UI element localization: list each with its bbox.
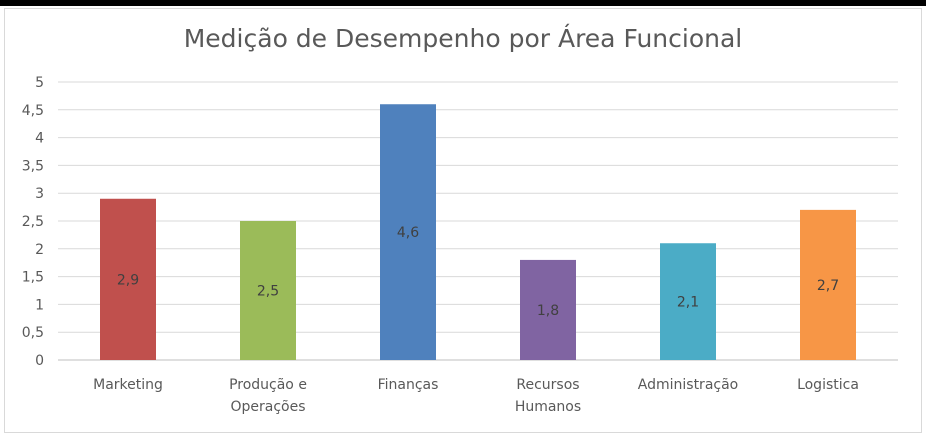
category-label: Recursos bbox=[516, 377, 579, 393]
bar bbox=[660, 243, 716, 360]
bar bbox=[380, 104, 436, 361]
bar bbox=[240, 221, 296, 360]
y-tick-label: 3,5 bbox=[22, 158, 44, 174]
category-label: Finanças bbox=[378, 377, 439, 393]
y-tick-label: 0 bbox=[35, 353, 44, 369]
category-label: Humanos bbox=[515, 399, 581, 415]
category-label: Logistica bbox=[797, 377, 859, 393]
top-rule bbox=[0, 0, 926, 6]
y-tick-label: 0,5 bbox=[22, 325, 44, 341]
y-tick-label: 5 bbox=[35, 75, 44, 91]
data-label: 1,8 bbox=[537, 303, 559, 319]
data-label: 2,7 bbox=[817, 278, 839, 294]
y-tick-label: 4 bbox=[35, 131, 44, 147]
chart-title: Medição de Desempenho por Área Funcional bbox=[183, 24, 743, 53]
bar bbox=[520, 259, 576, 360]
y-tick-label: 1 bbox=[35, 297, 44, 313]
category-label: Marketing bbox=[93, 377, 163, 393]
category-label: Operações bbox=[230, 399, 305, 415]
category-label: Produção e bbox=[229, 377, 307, 393]
data-label: 2,9 bbox=[117, 272, 139, 288]
y-tick-label: 4,5 bbox=[22, 103, 44, 119]
y-tick-label: 1,5 bbox=[22, 270, 44, 286]
category-label: Administração bbox=[638, 377, 738, 393]
y-tick-label: 2,5 bbox=[22, 214, 44, 230]
chart-border bbox=[4, 8, 922, 433]
y-tick-label: 3 bbox=[35, 186, 44, 202]
data-label: 2,1 bbox=[677, 295, 699, 311]
y-tick-label: 2 bbox=[35, 242, 44, 258]
bar bbox=[800, 209, 856, 360]
data-label: 2,5 bbox=[257, 284, 279, 300]
bar bbox=[100, 198, 156, 360]
data-label: 4,6 bbox=[397, 225, 419, 241]
